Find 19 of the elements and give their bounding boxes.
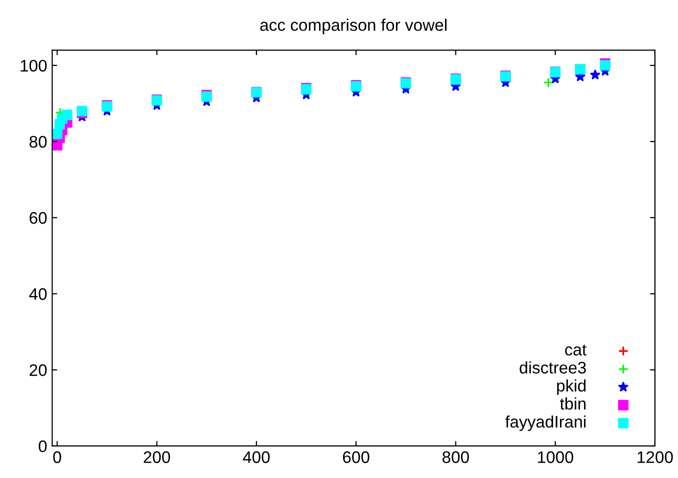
x-tick-label: 800 [442,451,469,464]
legend-label: tbin [560,397,586,410]
x-tick-label: 200 [144,451,170,464]
x-tick-label: 600 [343,451,370,464]
x-tick-label: 1200 [638,451,673,464]
y-tick-label: 20 [30,364,47,376]
y-tick-label: 0 [38,440,47,452]
y-tick-label: 60 [30,212,47,224]
y-tick-label: 100 [20,60,47,72]
x-tick-label: 0 [53,451,62,464]
x-tick-label: 400 [242,451,270,464]
chart-title: acc comparison for vowel [260,18,446,34]
legend-label: pkid [557,379,586,395]
y-tick-label: 40 [29,288,47,300]
y-tick-label: 80 [30,136,47,148]
legend-label: cat [565,344,586,356]
x-tick-label: 1000 [538,451,574,464]
legend-label: disctree3 [520,361,586,374]
legend-label: fayyadIrani [505,415,586,431]
